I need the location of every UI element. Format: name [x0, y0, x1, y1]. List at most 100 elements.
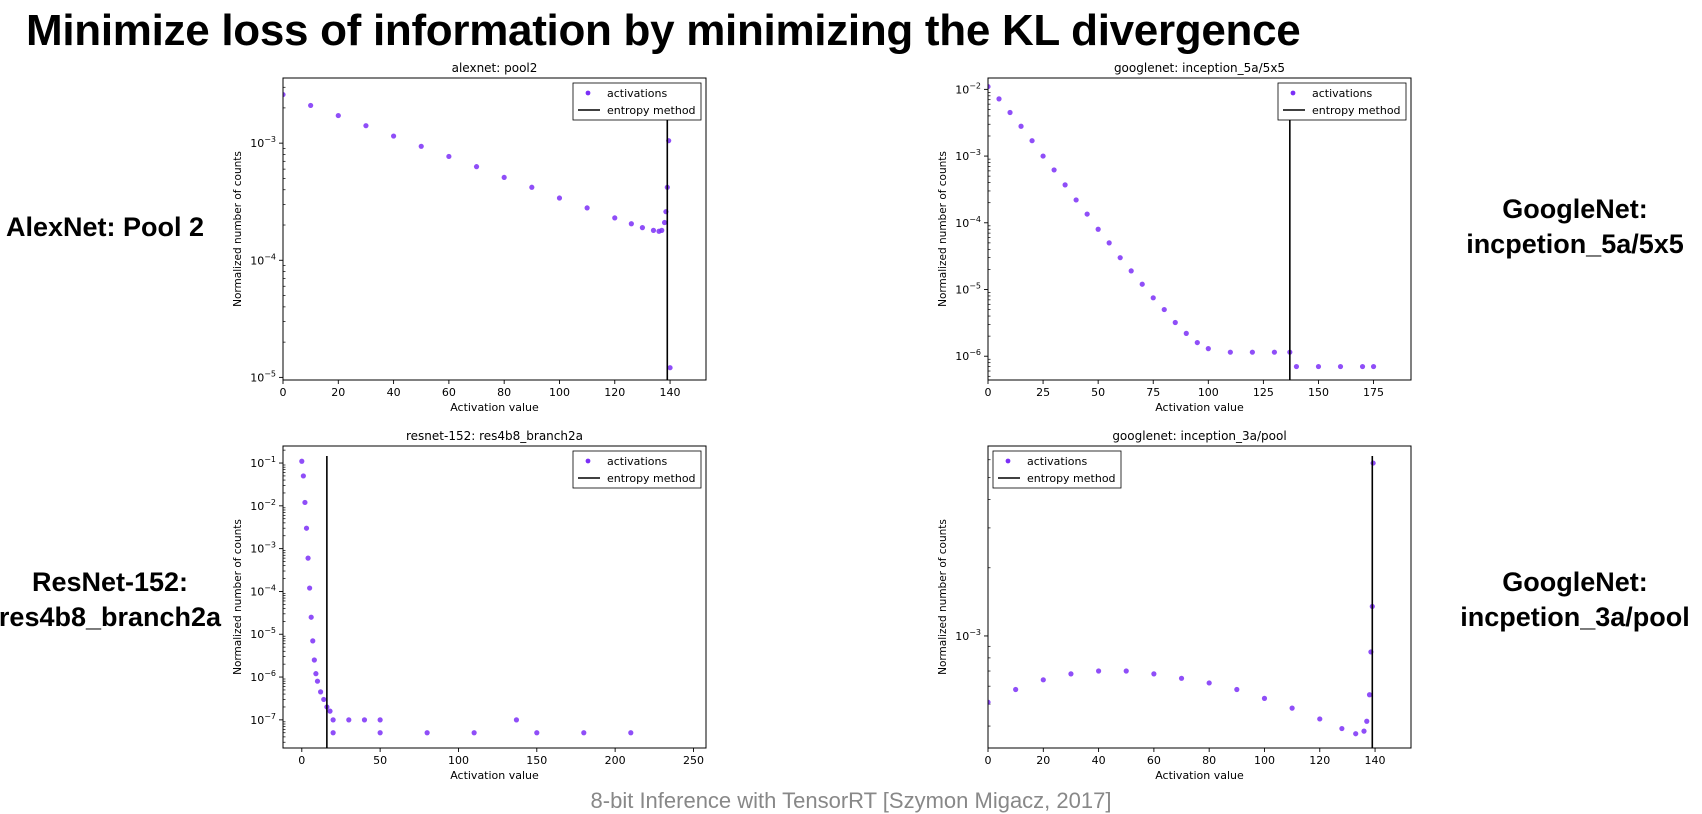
y-tick-label: 10−6 — [250, 669, 276, 684]
y-axis-label: Normalized number of counts — [937, 151, 949, 307]
y-tick-label-exponent: −3 — [264, 135, 276, 144]
x-tick-label: 60 — [442, 386, 456, 399]
x-tick-label: 50 — [1091, 386, 1105, 399]
y-tick-label-exponent: −3 — [969, 628, 981, 637]
x-tick-label: 0 — [280, 386, 287, 399]
y-tick-label-base: 10 — [250, 254, 264, 267]
x-tick-label: 250 — [683, 754, 704, 767]
activation-point — [1095, 668, 1102, 674]
activation-point — [313, 671, 319, 677]
y-tick-label: 10−1 — [250, 455, 276, 470]
activation-point — [308, 614, 314, 620]
x-tick-label: 120 — [604, 386, 625, 399]
y-tick-label: 10−7 — [250, 712, 276, 727]
chart-title: googlenet: inception_5a/5x5 — [1114, 61, 1285, 75]
activation-point — [1117, 255, 1123, 261]
activation-point — [1234, 686, 1240, 693]
side-label-line: GoogleNet: — [1502, 567, 1648, 597]
activation-point — [300, 473, 306, 479]
y-tick-label: 10−5 — [250, 626, 276, 641]
activation-point — [1073, 197, 1079, 203]
x-axis-label: Activation value — [450, 769, 539, 782]
y-tick-label-exponent: −6 — [264, 669, 276, 678]
activation-point — [330, 730, 336, 736]
x-tick-label: 120 — [1309, 754, 1330, 767]
x-axis-label: Activation value — [1155, 401, 1244, 414]
y-tick-label-base: 10 — [955, 283, 969, 296]
activation-point — [473, 164, 480, 170]
activation-point — [650, 227, 657, 233]
legend-label: activations — [1027, 455, 1087, 468]
y-tick-label: 10−4 — [250, 252, 276, 267]
legend-marker-activations — [1290, 90, 1296, 96]
y-tick-label-base: 10 — [955, 83, 969, 96]
plot-area — [988, 83, 1377, 380]
activation-point — [1317, 716, 1323, 722]
activation-point — [1293, 363, 1300, 370]
side-label-line: ResNet-152: — [31, 567, 189, 597]
x-tick-label: 175 — [1363, 386, 1384, 399]
activation-point — [1150, 295, 1156, 301]
side-label-line: AlexNet: Pool 2 — [5, 212, 205, 242]
y-tick-label-base: 10 — [955, 350, 969, 363]
x-tick-label: 60 — [1147, 754, 1161, 767]
x-tick-label: 150 — [1308, 386, 1329, 399]
x-tick-label: 100 — [1254, 754, 1275, 767]
activation-point — [314, 678, 321, 684]
y-tick-label-base: 10 — [250, 500, 264, 513]
activation-point — [628, 221, 634, 227]
x-tick-label: 150 — [526, 754, 547, 767]
x-tick-label: 100 — [1198, 386, 1219, 399]
side-label-line: incpetion_5a/5x5 — [1466, 229, 1684, 259]
activation-point — [1271, 349, 1278, 355]
legend-label: activations — [607, 455, 667, 468]
y-tick-label-exponent: −5 — [264, 626, 276, 635]
legend: activations entropy method — [572, 450, 702, 489]
activation-point — [1289, 705, 1295, 711]
activation-point — [1337, 363, 1344, 370]
activation-point — [1161, 306, 1167, 313]
x-tick-label: 125 — [1253, 386, 1274, 399]
activation-point — [1062, 182, 1068, 188]
side-label-resnet152: ResNet-152: res4b8_branch2a — [0, 565, 230, 635]
activation-point — [308, 102, 314, 109]
activation-point — [318, 689, 324, 695]
y-tick-label-exponent: −5 — [969, 281, 981, 290]
activation-point — [1123, 668, 1129, 674]
activation-point — [310, 638, 316, 644]
activation-point — [1029, 138, 1035, 144]
activation-point — [513, 717, 520, 723]
y-tick-label-exponent: −7 — [264, 712, 276, 721]
legend: activations entropy method — [1277, 82, 1407, 121]
legend-label: entropy method — [607, 104, 696, 117]
activation-point — [1106, 240, 1112, 246]
x-tick-label: 0 — [985, 386, 992, 399]
activation-point — [1151, 671, 1157, 677]
activation-point — [299, 458, 305, 464]
activation-point — [363, 123, 369, 129]
activation-point — [1206, 680, 1212, 686]
activation-point — [302, 499, 308, 506]
y-tick-label-base: 10 — [955, 217, 969, 230]
legend-marker-activations — [585, 90, 591, 96]
legend-box — [572, 450, 702, 489]
side-label-googlenet-inception-3a: GoogleNet: incpetion_3a/pool — [1435, 565, 1702, 635]
side-label-line: res4b8_branch2a — [0, 602, 222, 632]
activation-point — [446, 153, 452, 160]
activation-point — [1084, 211, 1090, 217]
x-tick-label: 40 — [387, 386, 401, 399]
activation-point — [321, 696, 327, 703]
activation-point — [996, 96, 1002, 102]
y-tick-label-base: 10 — [955, 630, 969, 643]
y-tick-label: 10−4 — [250, 583, 276, 598]
y-tick-label: 10−5 — [955, 281, 981, 296]
y-tick-label: 10−6 — [955, 348, 981, 363]
x-tick-label: 100 — [549, 386, 570, 399]
chart-title: resnet-152: res4b8_branch2a — [406, 429, 583, 443]
y-tick-label-exponent: −3 — [264, 541, 276, 550]
activation-point — [1007, 109, 1013, 116]
activation-point — [377, 730, 383, 736]
y-tick-label-base: 10 — [250, 371, 264, 384]
activation-point — [639, 225, 646, 231]
x-tick-label: 140 — [1365, 754, 1386, 767]
